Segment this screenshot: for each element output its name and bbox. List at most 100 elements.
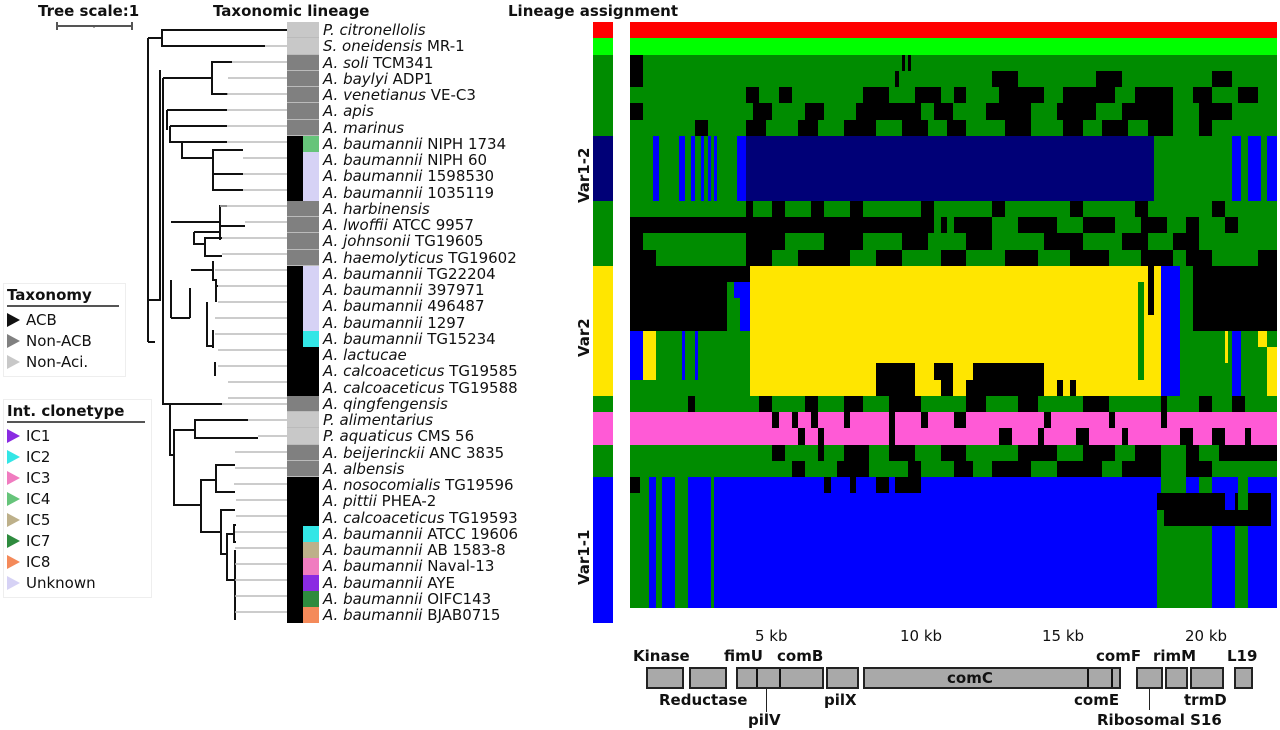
clonetype-cell [303,298,319,315]
heatmap-row [630,70,1277,88]
gene-block [1234,667,1253,689]
taxonomy-legend-title: Taxonomy [7,286,119,307]
lineage-heatmap [630,22,1277,623]
variant-label: Var2 [575,318,593,357]
axis-tick-label: 10 kb [900,627,943,645]
taxon-label: A. lactucae [323,346,407,364]
taxonomy-cell [287,509,319,526]
heatmap-row [630,298,1277,315]
legend-item-non-acb: Non-ACB [7,330,119,351]
gene-label: comF [1096,647,1142,665]
lineage-strip-segment [593,477,613,624]
gene-block [1136,667,1163,689]
heatmap-row [630,525,1277,543]
lineage-strip-segment [593,444,613,477]
taxonomy-cell [287,395,319,412]
heatmap-row [630,265,1277,283]
taxonomy-cell [287,265,319,282]
taxon-label: A. baumannii AYE [323,573,455,592]
gene-block [826,667,859,689]
taxon-label: A. pittii PHEA-2 [323,492,437,511]
lineage-strip-segment [593,395,613,412]
taxonomy-cell [287,493,319,510]
clonetype-cell [303,558,319,575]
triangle-marker-icon [7,533,20,548]
gene-label: rimM [1153,647,1197,665]
taxonomy-cell [287,574,319,591]
taxonomy-cell [287,70,319,87]
legend-item-ic4: IC4 [7,488,145,509]
triangle-marker-icon [7,512,20,527]
taxon-label: A. baumannii TG22204 [323,264,496,283]
taxon-label: A. calcoaceticus TG19585 [323,362,518,381]
clonetype-cell [303,282,319,299]
heatmap-row [630,200,1277,218]
clonetype-cell [303,542,319,559]
taxonomy-color-bar [287,22,319,624]
taxon-label: A. baumannii 1035119 [323,183,495,202]
taxonomy-cell [287,525,319,542]
heatmap-row [630,314,1277,332]
taxonomy-cell [287,87,319,104]
taxon-label: P. citronellolis [323,21,426,39]
gene-label: pilV [748,711,781,729]
taxon-label: P. aquaticus CMS 56 [323,427,475,446]
heatmap-row [630,542,1277,559]
taxonomic-lineage-title: Taxonomic lineage [213,2,370,20]
variant-label: Var1-2 [575,147,593,204]
heatmap-row [630,412,1277,429]
gene-label: Reductase [659,691,748,709]
taxon-label: A. baumannii NIPH 1734 [323,134,507,153]
triangle-marker-icon [7,470,20,485]
taxonomy-legend: Taxonomy ACB Non-ACB Non-Aci. [3,283,126,377]
heatmap-row [630,363,1277,380]
lineage-assignment-title: Lineage assignment [508,2,678,20]
gene-label: L19 [1227,647,1258,665]
taxonomy-cell [287,200,319,217]
legend-item-non-aci-: Non-Aci. [7,351,119,372]
triangle-marker-icon [7,354,20,369]
clonetype-cell [303,135,319,152]
taxon-label: A. baumannii TG15234 [323,329,496,348]
triangle-marker-icon [7,575,20,590]
clonetype-cell [303,314,319,331]
legend-item-ic8: IC8 [7,551,145,572]
taxon-label: A. baumannii AB 1583-8 [323,541,506,559]
taxonomy-cell [287,460,319,477]
lineage-strip-segment [593,265,613,396]
gene-block [646,667,684,689]
taxonomy-cell [287,412,319,429]
gene-label: pilX [824,691,857,709]
heatmap-row [630,493,1277,510]
taxon-label: A. albensis [323,459,405,478]
clonetype-cell [303,152,319,169]
heatmap-row [630,509,1277,527]
gene-block [1165,667,1188,689]
triangle-marker-icon [7,554,20,569]
heatmap-row [630,233,1277,250]
taxon-label: A. baylyi ADP1 [323,69,434,88]
heatmap-row [630,38,1277,55]
heatmap-row [630,574,1277,592]
legend-item-acb: ACB [7,309,119,330]
clonetype-legend-title: Int. clonetype [7,402,145,423]
heatmap-row [630,217,1277,234]
heatmap-row [630,22,1277,39]
taxon-label: A. qingfengensis [323,394,448,413]
lineage-strip-segment [593,200,613,266]
lineage-strip-segment [593,412,613,445]
taxonomy-cell [287,298,319,315]
clonetype-cell [303,330,319,347]
gene-block [689,667,727,689]
clonetype-cell [303,590,319,607]
taxon-label: A. baumannii BJAB0715 [323,606,501,624]
taxon-label: A. lwoffii ATCC 9957 [323,216,474,234]
taxonomy-cell [287,542,319,559]
triangle-marker-icon [7,491,20,506]
heatmap-row [630,444,1277,462]
taxon-label: A. nosocomialis TG19596 [323,476,514,494]
clonetype-cell [303,525,319,542]
clonetype-cell [303,574,319,591]
taxonomy-cell [287,233,319,250]
gene-label: trmD [1184,691,1227,709]
